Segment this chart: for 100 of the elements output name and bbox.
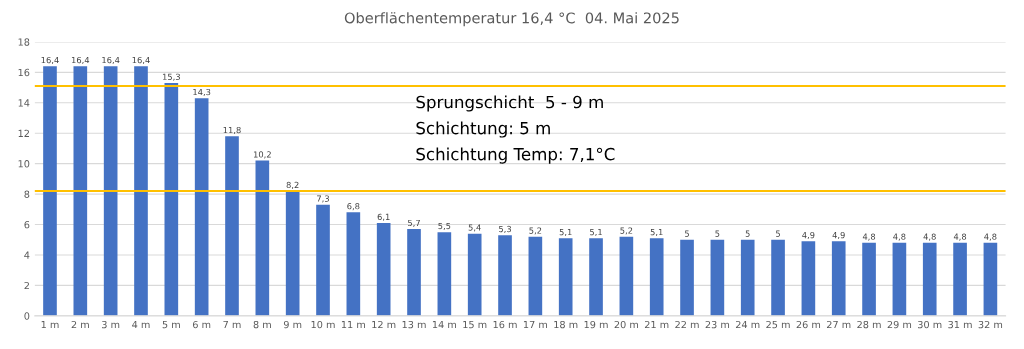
bar <box>407 229 421 316</box>
y-tick-label: 12 <box>18 129 29 137</box>
bar <box>437 232 452 316</box>
x-tick-label: 12 m <box>372 320 396 329</box>
x-tick-label: 24 m <box>735 320 760 329</box>
data-label: 5,7 <box>408 219 420 227</box>
x-tick-label: 18 m <box>554 320 578 329</box>
bar <box>134 66 148 316</box>
annotation: Schichtung: 5 m <box>416 121 550 138</box>
data-label: 16,4 <box>41 56 59 65</box>
x-tick-label: 27 m <box>826 320 851 329</box>
bar <box>194 98 209 316</box>
y-tick-label: 8 <box>24 190 30 198</box>
bar <box>801 241 816 316</box>
y-tick-label: 16 <box>18 68 30 77</box>
x-tick-label: 7 m <box>223 321 241 329</box>
x-tick-label: 26 m <box>796 320 821 329</box>
bar <box>558 238 573 316</box>
y-tick-label: 6 <box>24 221 30 229</box>
data-label: 11,8 <box>223 126 241 135</box>
data-label: 5,1 <box>590 229 602 237</box>
x-tick-label: 13 m <box>402 320 426 329</box>
bar <box>73 66 88 316</box>
data-label: 8,2 <box>286 181 299 189</box>
x-tick-label: 6 m <box>192 320 211 329</box>
data-label: 5,5 <box>438 222 451 230</box>
bar <box>589 238 603 316</box>
x-tick-label: 17 m <box>523 321 547 329</box>
x-tick-label: 16 m <box>493 320 517 329</box>
data-label: 5 <box>776 230 780 237</box>
x-tick-label: 10 m <box>311 320 335 329</box>
bar <box>346 212 361 316</box>
data-label: 4,9 <box>802 231 815 240</box>
data-label: 16,4 <box>71 56 90 65</box>
bar <box>953 242 967 316</box>
data-label: 6,1 <box>377 213 390 221</box>
x-tick-label: 2 m <box>71 320 89 329</box>
x-tick-label: 32 m <box>978 320 1003 329</box>
y-tick-label: 2 <box>24 281 29 290</box>
x-tick-label: 9 m <box>283 320 302 329</box>
x-tick-label: 31 m <box>948 320 972 329</box>
bar <box>892 242 907 316</box>
x-tick-label: 11 m <box>341 321 365 329</box>
data-label: 4,8 <box>862 233 876 241</box>
x-tick-label: 21 m <box>644 320 669 329</box>
chart-title: Oberflächentemperatur 16,4 °C 04. Mai 2025 <box>344 12 679 27</box>
data-label: 5,1 <box>559 229 572 237</box>
bar <box>680 239 694 316</box>
x-tick-label: 28 m <box>857 320 881 329</box>
data-label: 10,2 <box>253 151 271 159</box>
annotation: Sprungschicht 5 - 9 m <box>416 95 603 112</box>
data-label: 15,3 <box>162 73 180 81</box>
x-tick-label: 5 m <box>162 321 180 329</box>
x-tick-label: 25 m <box>766 320 790 329</box>
data-label: 5,3 <box>499 225 511 234</box>
data-label: 16,4 <box>102 56 120 65</box>
data-label: 7,3 <box>317 195 329 203</box>
bar <box>922 242 937 316</box>
bar <box>255 160 270 316</box>
bar <box>710 239 725 316</box>
data-label: 5,4 <box>468 224 481 232</box>
bar <box>831 241 846 316</box>
x-tick-label: 15 m <box>463 321 487 329</box>
bar <box>467 233 482 316</box>
bar <box>649 238 664 316</box>
bar <box>285 191 300 316</box>
y-tick-label: 14 <box>18 99 30 107</box>
bar <box>376 223 391 316</box>
x-tick-label: 8 m <box>253 320 271 329</box>
bar <box>103 66 118 316</box>
x-tick-label: 23 m <box>705 320 730 329</box>
bar <box>740 239 755 316</box>
data-label: 5 <box>715 230 720 237</box>
x-tick-label: 22 m <box>675 320 699 329</box>
data-label: 5,2 <box>620 227 633 235</box>
bar <box>225 136 239 316</box>
y-tick-label: 10 <box>18 160 30 168</box>
data-label: 5,1 <box>650 229 663 237</box>
bar <box>528 236 543 316</box>
bar <box>43 66 57 316</box>
data-label: 14,3 <box>193 88 211 97</box>
data-label: 4,8 <box>893 233 906 241</box>
x-tick-label: 4 m <box>132 321 150 329</box>
data-label: 16,4 <box>132 56 150 65</box>
x-tick-label: 19 m <box>584 320 608 329</box>
bar <box>862 242 876 316</box>
data-label: 5 <box>745 230 750 237</box>
y-tick-label: 0 <box>24 312 30 320</box>
data-label: 5 <box>685 230 689 237</box>
data-label: 6,8 <box>347 203 360 211</box>
x-tick-label: 29 m <box>887 320 912 329</box>
bar <box>316 204 330 316</box>
data-label: 4,8 <box>953 233 967 241</box>
y-tick-label: 18 <box>18 38 30 46</box>
y-tick-label: 4 <box>24 251 30 259</box>
annotation: Schichtung Temp: 7,1°C <box>416 147 615 164</box>
data-label: 4,8 <box>923 233 936 241</box>
data-label: 4,9 <box>832 231 845 240</box>
bar <box>164 82 179 316</box>
x-tick-label: 30 m <box>918 320 942 329</box>
